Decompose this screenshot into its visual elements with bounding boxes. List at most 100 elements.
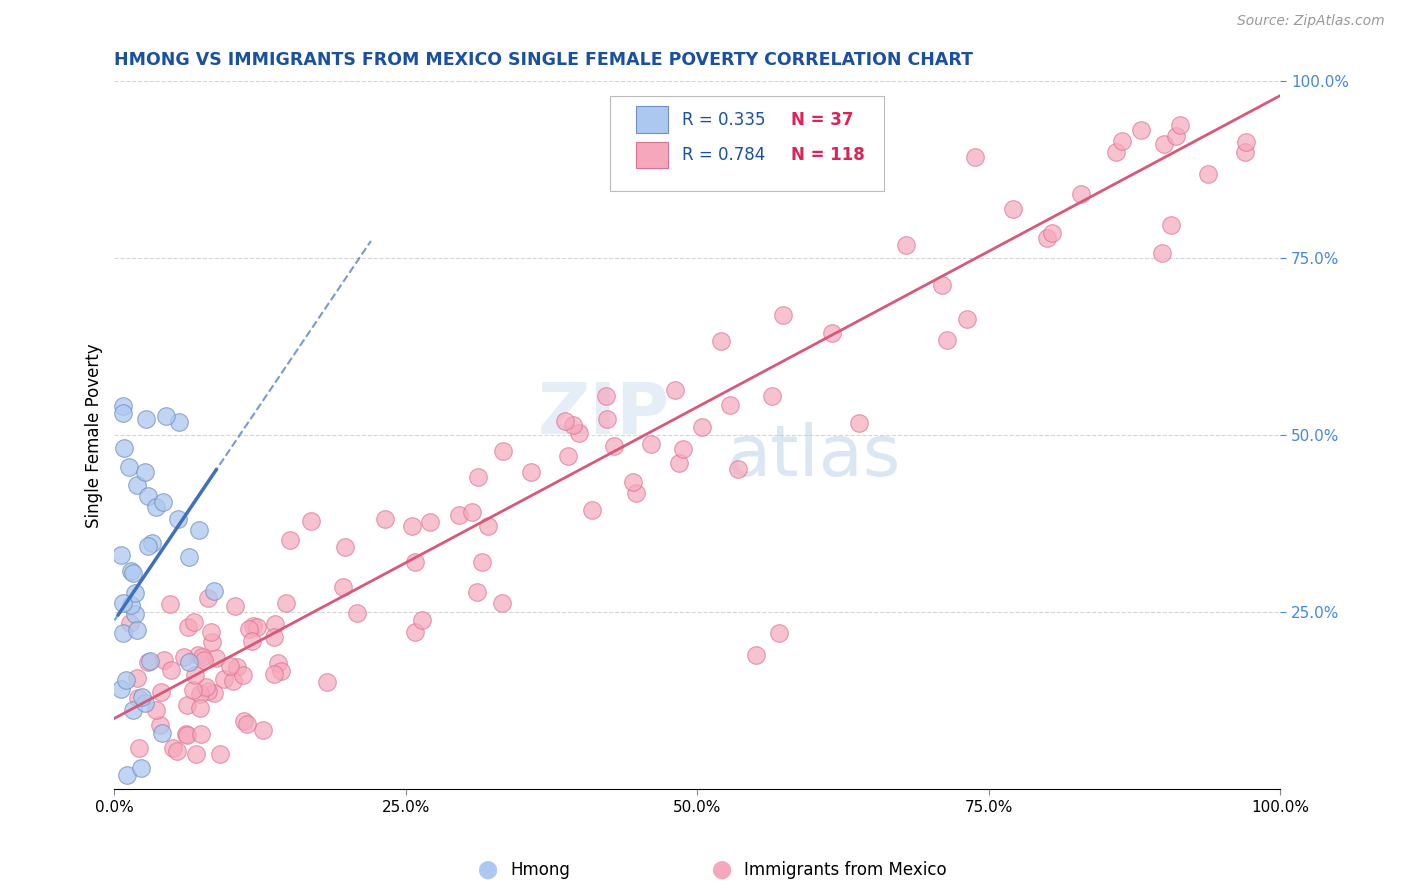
Point — [129, 761, 152, 775]
Point — [222, 674, 245, 689]
Point — [581, 503, 603, 517]
Point — [152, 653, 174, 667]
Point — [744, 648, 766, 662]
Point — [197, 591, 219, 605]
Point — [333, 541, 356, 555]
Point — [240, 633, 263, 648]
Point — [252, 723, 274, 737]
Point — [167, 512, 190, 526]
Point — [120, 598, 142, 612]
Point — [115, 768, 138, 782]
Point — [1070, 187, 1092, 202]
Point — [1233, 145, 1256, 159]
Point — [111, 626, 134, 640]
Point — [447, 508, 470, 523]
Point — [1104, 145, 1126, 159]
Point — [183, 682, 205, 697]
Point — [112, 596, 135, 610]
Point — [718, 398, 741, 412]
Point — [1040, 226, 1063, 240]
Point — [263, 666, 285, 681]
Text: Hmong: Hmong — [510, 861, 571, 879]
Point — [768, 626, 790, 640]
Point — [299, 514, 322, 528]
Text: Immigrants from Mexico: Immigrants from Mexico — [744, 861, 946, 879]
Point — [710, 334, 733, 348]
Point — [316, 674, 339, 689]
Point — [603, 438, 626, 452]
Point — [848, 416, 870, 430]
Point — [188, 701, 211, 715]
Text: N = 118: N = 118 — [790, 146, 865, 164]
Point — [956, 312, 979, 326]
Point — [148, 718, 170, 732]
Point — [162, 741, 184, 756]
Point — [110, 548, 132, 562]
Point — [167, 415, 190, 429]
Point — [174, 726, 197, 740]
Text: R = 0.784: R = 0.784 — [682, 146, 765, 164]
Point — [554, 414, 576, 428]
Point — [187, 648, 209, 662]
Point — [190, 727, 212, 741]
Point — [238, 622, 260, 636]
Point — [177, 619, 200, 633]
Point — [134, 697, 156, 711]
Point — [246, 620, 269, 634]
Text: Source: ZipAtlas.com: Source: ZipAtlas.com — [1237, 14, 1385, 28]
Point — [176, 698, 198, 713]
Point — [200, 625, 222, 640]
Point — [124, 607, 146, 621]
Point — [125, 671, 148, 685]
Point — [1002, 202, 1025, 216]
Point — [278, 533, 301, 547]
Point — [1153, 137, 1175, 152]
Point — [176, 728, 198, 742]
Point — [274, 596, 297, 610]
Point — [200, 635, 222, 649]
Point — [332, 580, 354, 594]
Point — [218, 659, 240, 673]
Point — [191, 650, 214, 665]
Point — [152, 725, 174, 739]
Point — [124, 586, 146, 600]
Point — [166, 744, 188, 758]
Point — [110, 681, 132, 696]
Point — [188, 687, 211, 701]
Point — [159, 597, 181, 611]
Point — [672, 442, 695, 456]
Point — [894, 238, 917, 252]
Point — [145, 500, 167, 514]
Point — [136, 489, 159, 503]
Point — [197, 684, 219, 698]
Point — [270, 664, 292, 678]
Point — [624, 486, 647, 500]
Point — [149, 685, 172, 699]
Point — [121, 566, 143, 580]
Point — [136, 655, 159, 669]
Point — [1166, 129, 1188, 144]
Point — [263, 616, 285, 631]
Point — [404, 555, 426, 569]
Point — [122, 703, 145, 717]
Point — [963, 149, 986, 163]
Point — [112, 406, 135, 420]
Point — [821, 326, 844, 341]
Point — [467, 469, 489, 483]
Point — [621, 475, 644, 489]
Text: ⬤: ⬤ — [478, 861, 498, 879]
Point — [195, 681, 218, 695]
Point — [160, 663, 183, 677]
Point — [193, 653, 215, 667]
Point — [931, 277, 953, 292]
Point — [404, 624, 426, 639]
Point — [596, 412, 619, 426]
Point — [114, 673, 136, 688]
Point — [772, 308, 794, 322]
Point — [212, 672, 235, 686]
Point — [177, 655, 200, 669]
Point — [188, 523, 211, 537]
Point — [152, 495, 174, 509]
FancyBboxPatch shape — [610, 95, 884, 191]
Point — [557, 449, 579, 463]
